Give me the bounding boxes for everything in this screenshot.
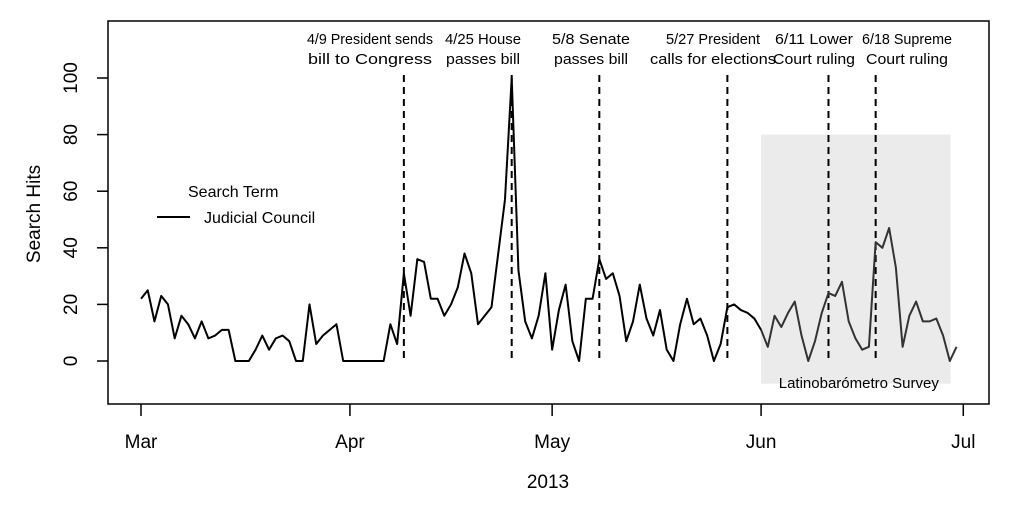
legend: Search Term Judicial Council bbox=[157, 184, 315, 227]
series-layer bbox=[140, 77, 958, 362]
y-axis-title: Search Hits bbox=[24, 165, 45, 263]
event-label-2-line2: passes bill bbox=[554, 51, 628, 68]
x-tick-label-jun: Jun bbox=[746, 432, 777, 453]
x-tick-label-may: May bbox=[534, 432, 570, 453]
y-tick-label-20: 20 bbox=[61, 294, 82, 315]
y-tick-label-40: 40 bbox=[61, 237, 82, 258]
y-tick-label-0: 0 bbox=[61, 356, 82, 367]
y-axis: 0 20 40 60 80 100 bbox=[61, 62, 108, 366]
latinobarometro-survey-region bbox=[761, 134, 951, 384]
event-label-2-line1: 5/8 Senate bbox=[552, 31, 630, 48]
y-tick-label-100: 100 bbox=[61, 62, 82, 94]
event-label-1-line1: 4/25 House bbox=[445, 31, 521, 48]
event-label-0-line1: 4/9 President sends bbox=[307, 31, 433, 48]
y-tick-label-60: 60 bbox=[61, 181, 82, 202]
event-label-3-line2: calls for elections bbox=[650, 51, 776, 68]
series-line-judicial-council-survey-period bbox=[760, 226, 958, 362]
shaded-region-label: Latinobarómetro Survey bbox=[779, 375, 940, 392]
x-axis-title: 2013 bbox=[527, 472, 569, 493]
legend-title: Search Term bbox=[188, 184, 278, 201]
legend-entry-judicial-council: Judicial Council bbox=[204, 210, 315, 227]
x-tick-label-mar: Mar bbox=[125, 432, 158, 453]
series-line-judicial-council bbox=[140, 77, 762, 362]
event-label-3-line1: 5/27 President bbox=[666, 31, 761, 48]
x-tick-label-jul: Jul bbox=[951, 432, 975, 453]
event-label-5-line2: Court ruling bbox=[866, 51, 948, 68]
event-lines-layer: 4/9 President sends bill to Congress 4/25 … bbox=[307, 31, 952, 361]
event-label-4-line1: 6/11 Lower bbox=[775, 31, 853, 48]
x-axis: Mar Apr May Jun Jul bbox=[125, 404, 975, 453]
event-label-4-line2: Court ruling bbox=[773, 51, 855, 68]
event-label-5-line1: 6/18 Supreme bbox=[862, 31, 952, 48]
y-tick-label-80: 80 bbox=[61, 124, 82, 145]
x-tick-label-apr: Apr bbox=[335, 432, 365, 453]
shaded-region-layer: Latinobarómetro Survey bbox=[761, 134, 951, 392]
event-label-1-line2: passes bill bbox=[446, 51, 520, 68]
event-label-0-line2: bill to Congress bbox=[308, 51, 432, 68]
plot-frame bbox=[107, 20, 990, 405]
